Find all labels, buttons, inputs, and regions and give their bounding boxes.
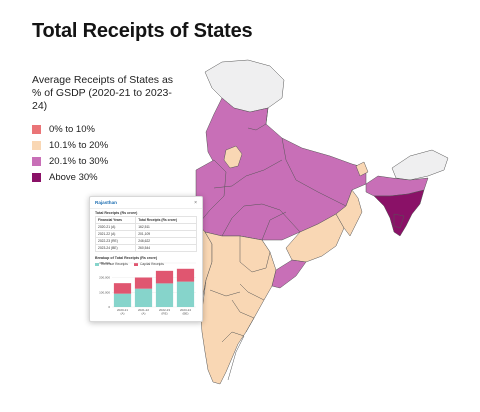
x-tick-label: (A) <box>142 312 146 316</box>
y-tick-label: 100,000 <box>99 290 110 294</box>
x-tick-label: 2022-23 <box>159 308 170 312</box>
bar-capital[interactable] <box>155 270 174 284</box>
region-north-east-states[interactable] <box>373 189 425 237</box>
region-mizoram[interactable] <box>393 213 405 229</box>
legend: 0% to 10% 10.1% to 20% 20.1% to 30% Abov… <box>32 122 108 186</box>
table-header-row: Financial Years Total Receipts (Rs crore… <box>94 216 197 224</box>
table-cell: 246,622 <box>135 237 197 245</box>
legend-swatch-20-30 <box>32 156 41 166</box>
table-header: Total Receipts (Rs crore) <box>135 216 197 224</box>
table-cell: 2020-21 (A) <box>94 223 137 231</box>
legend-revenue[interactable]: Revenue Receipts <box>95 262 128 266</box>
table-cell: 2023-24 (BE) <box>94 244 137 252</box>
bar-capital[interactable] <box>134 277 153 289</box>
legend-swatch-10-20 <box>32 140 41 150</box>
legend-swatch-0-10 <box>32 124 41 134</box>
legend-item-10-20: 10.1% to 20% <box>32 138 108 152</box>
region-arunachal-pradesh[interactable] <box>391 149 449 181</box>
region-west-bengal[interactable] <box>335 189 363 237</box>
table-row: 2020-21 (A) 162,511 <box>94 223 197 231</box>
table-cell: 2021-22 (A) <box>94 230 137 238</box>
x-tick-label: (A) <box>121 312 125 316</box>
x-tick-label: 2021-22 <box>138 308 149 312</box>
receipts-bar-chart: 300,000200,000100,00002020-21(A)2021-22(… <box>99 261 196 316</box>
popup-table-title: Total Receipts (Rs crore) <box>95 211 138 215</box>
table-cell: 162,511 <box>135 223 197 231</box>
receipts-table: Financial Years Total Receipts (Rs crore… <box>94 216 197 252</box>
table-cell: 2022-23 (RE) <box>94 237 137 245</box>
popup-header: Rajasthan × <box>90 197 202 209</box>
region-sikkim[interactable] <box>355 161 369 177</box>
region-odisha[interactable] <box>285 213 345 263</box>
legend-label-10-20: 10.1% to 20% <box>49 139 109 151</box>
x-tick-label: (RE) <box>161 312 167 316</box>
table-row: 2022-23 (RE) 246,622 <box>94 237 197 245</box>
legend-capital[interactable]: Capital Receipts <box>133 262 164 266</box>
legend-item-above-30: Above 30% <box>32 170 108 184</box>
bar-revenue[interactable] <box>155 283 174 307</box>
x-tick-label: 2020-21 <box>117 308 128 312</box>
table-row: 2023-24 (BE) 260,544 <box>94 244 197 252</box>
capital-swatch <box>133 262 138 266</box>
region-delhi[interactable] <box>223 145 243 169</box>
legend-item-0-10: 0% to 10% <box>32 122 108 136</box>
page-title: Total Receipts of States <box>32 20 253 42</box>
popup-state-name: Rajasthan <box>95 200 117 205</box>
legend-title: Average Receipts of States as % of GSDP … <box>32 74 174 112</box>
table-cell: 201,109 <box>135 230 197 238</box>
popup-chart-title: Breakup of Total Receipts (Rs crore) <box>95 256 158 260</box>
region-andhra-pradesh[interactable] <box>271 259 307 289</box>
region-jammu-kashmir[interactable] <box>204 59 285 113</box>
x-tick-label: 2023-24 <box>180 308 191 312</box>
revenue-swatch <box>95 262 99 266</box>
legend-label-20-30: 20.1% to 30% <box>49 155 109 167</box>
bar-capital[interactable] <box>176 268 195 282</box>
bangladesh-gap <box>362 196 382 222</box>
y-tick-label: 0 <box>108 305 110 309</box>
legend-capital-label: Capital Receipts <box>139 262 164 266</box>
x-tick-label: (BE) <box>183 312 189 316</box>
y-tick-label: 200,000 <box>99 276 110 280</box>
popup-chart-legend: Revenue Receipts Capital Receipts <box>90 261 202 267</box>
bar-revenue[interactable] <box>134 288 153 307</box>
bar-revenue[interactable] <box>176 281 195 307</box>
legend-revenue-label: Revenue Receipts <box>101 262 128 266</box>
legend-item-20-30: 20.1% to 30% <box>32 154 108 168</box>
state-boundaries <box>209 107 347 381</box>
y-tick-label: 300,000 <box>99 261 110 265</box>
table-header: Financial Years <box>94 216 137 224</box>
legend-label-0-10: 0% to 10% <box>49 123 95 135</box>
table-row: 2021-22 (A) 201,109 <box>94 230 197 238</box>
close-icon[interactable]: × <box>194 200 197 206</box>
bar-capital[interactable] <box>113 283 132 294</box>
table-cell: 260,544 <box>135 244 197 252</box>
state-popup: Rajasthan × Total Receipts (Rs crore) Fi… <box>89 196 203 322</box>
legend-label-above-30: Above 30% <box>49 171 98 183</box>
bar-revenue[interactable] <box>113 293 132 307</box>
legend-swatch-above-30 <box>32 172 41 182</box>
